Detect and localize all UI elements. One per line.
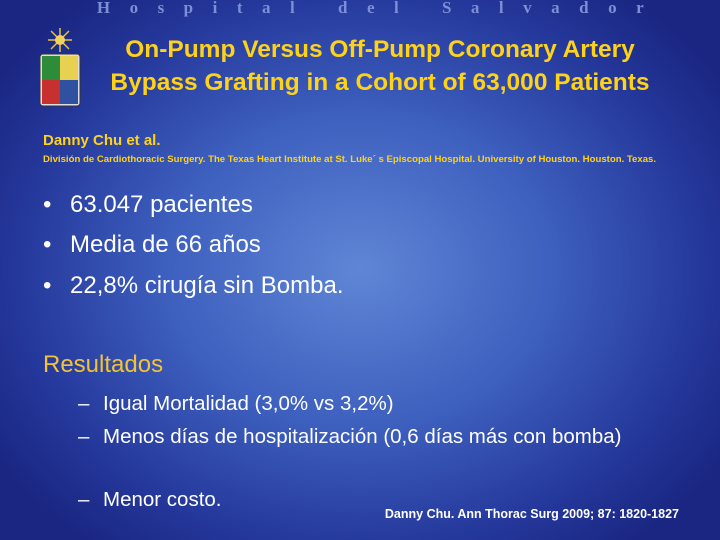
sub-bullet: Igual Mortalidad (3,0% vs 3,2%) bbox=[78, 390, 663, 418]
author: Danny Chu et al. bbox=[43, 132, 161, 149]
bullet: 63.047 pacientes bbox=[43, 191, 253, 219]
citation: Danny Chu. Ann Thorac Surg 2009; 87: 182… bbox=[384, 507, 679, 521]
sub-bullet: Menor costo. bbox=[78, 486, 663, 514]
header: Hospital del Salvador bbox=[96, 0, 664, 17]
bullet: 22,8% cirugía sin Bomba. bbox=[43, 272, 344, 300]
logo bbox=[39, 28, 81, 107]
section-heading: Resultados bbox=[43, 351, 164, 378]
title-line: Bypass Grafting in a Cohort of 63,000 Pa… bbox=[110, 69, 650, 96]
title-line: On-Pump Versus Off-Pump Coronary Artery bbox=[125, 36, 635, 63]
bullet: Media de 66 años bbox=[43, 231, 261, 259]
affiliation: División de Cardiothoracic Surgery. The … bbox=[43, 154, 657, 165]
sub-bullet: Menos días de hospitalización (0,6 días … bbox=[78, 423, 663, 451]
